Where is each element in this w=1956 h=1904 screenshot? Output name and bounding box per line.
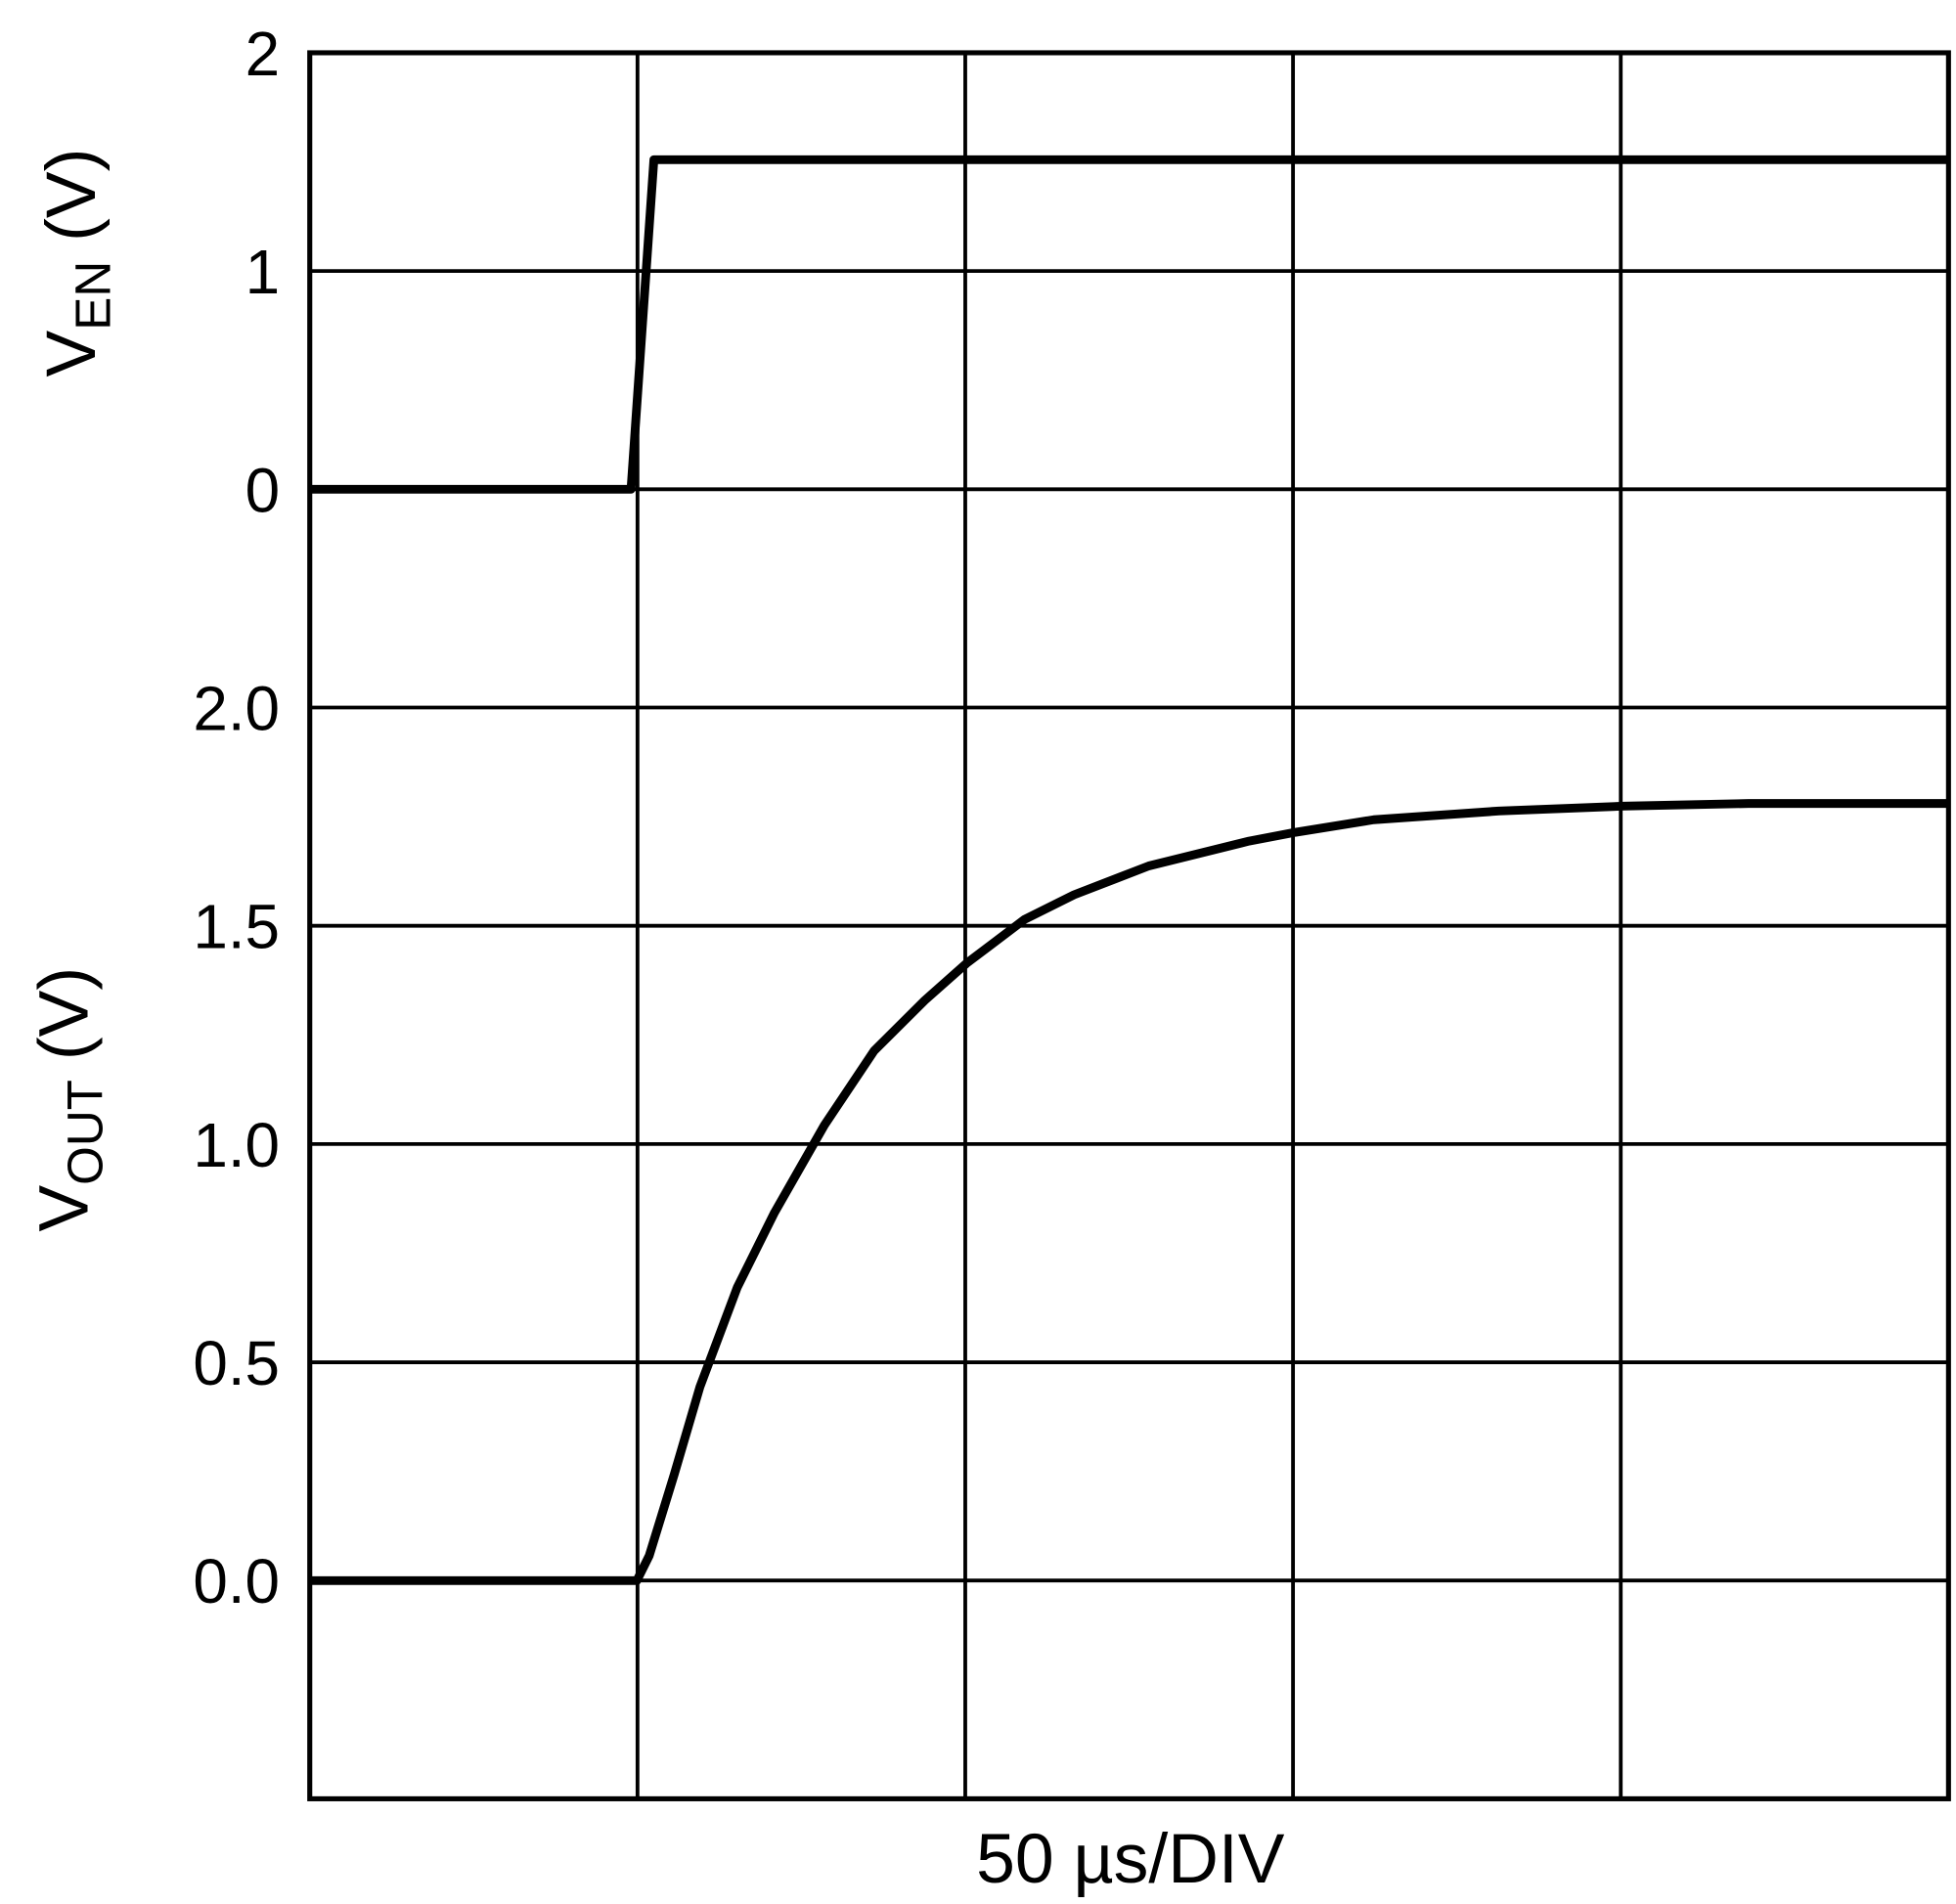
y-tick-label-output: 0.5 — [193, 1328, 280, 1398]
y-tick-label-output: 0.0 — [193, 1546, 280, 1616]
y-label-output: VOUT (V) — [24, 967, 112, 1232]
y-tick-label-enable: 1 — [245, 237, 281, 307]
traces — [309, 155, 1949, 1585]
x-label: 50 µs/DIV — [976, 1820, 1285, 1898]
plot-frame — [307, 50, 1951, 1801]
y-tick-label-enable: 0 — [245, 455, 281, 525]
trace-vout — [309, 799, 1949, 1585]
tick-labels: 0 1 2 0.0 0.5 1.0 1.5 2.0 — [193, 19, 280, 1616]
grid — [309, 52, 1949, 1799]
y-tick-label-output: 1.0 — [193, 1110, 280, 1180]
y-tick-label-output: 1.5 — [193, 892, 280, 962]
y-tick-label-output: 2.0 — [193, 673, 280, 743]
y-label-enable: VEN (V) — [32, 149, 120, 377]
trace-ven — [309, 155, 1949, 494]
y-tick-label-enable: 2 — [245, 19, 281, 89]
